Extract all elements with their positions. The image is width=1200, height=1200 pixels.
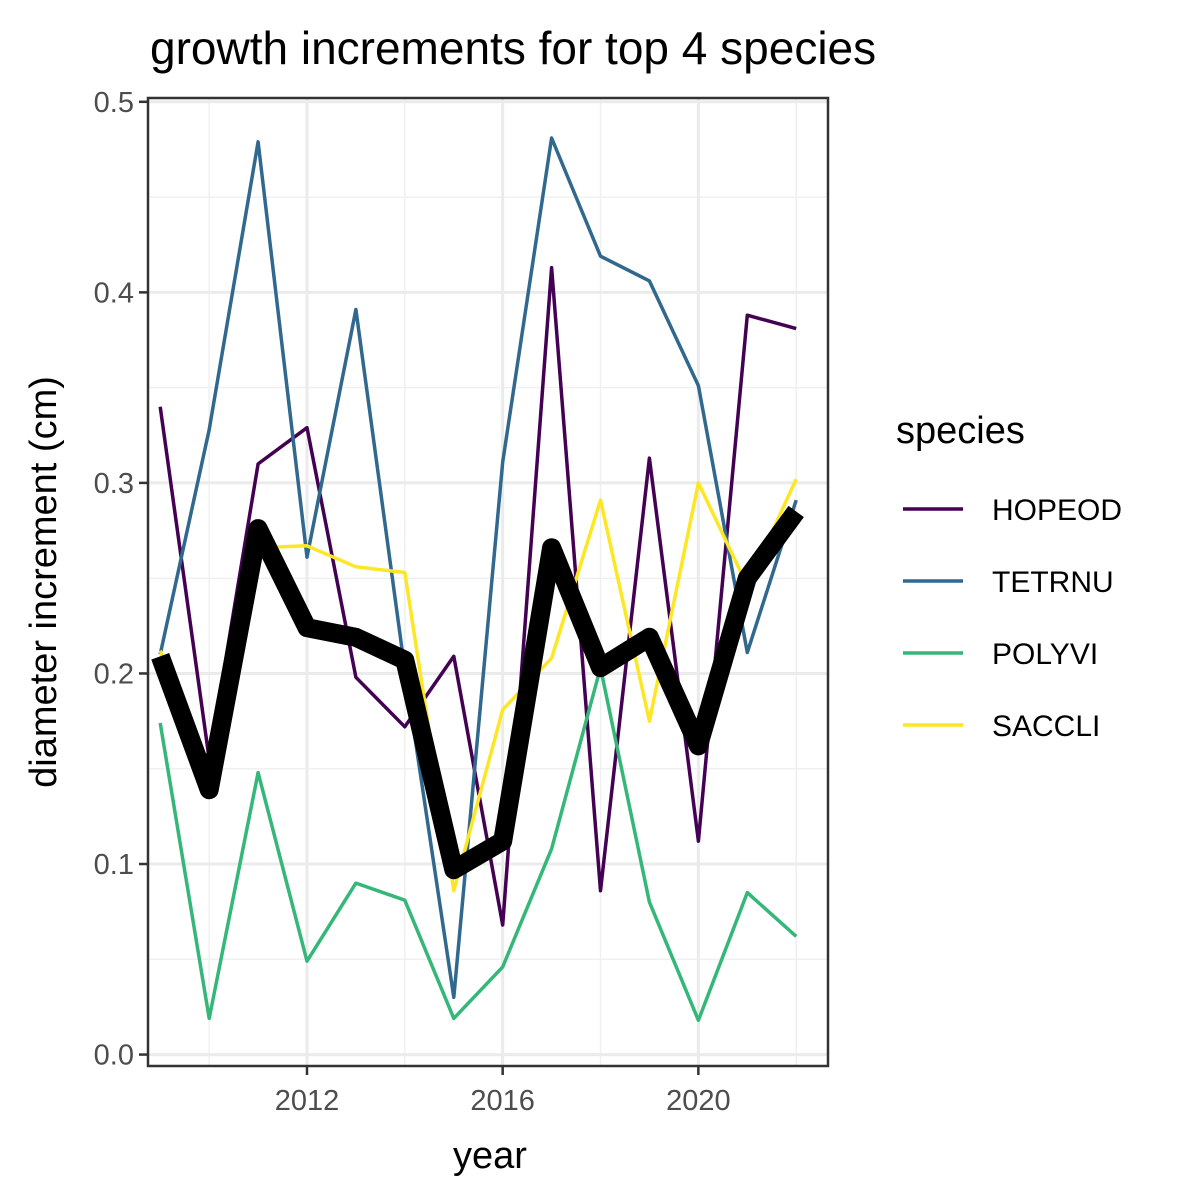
y-axis: 0.0 0.1 0.2 0.3 0.4 0.5 xyxy=(94,87,148,1072)
y-axis-title: diameter increment (cm) xyxy=(23,376,65,788)
chart-title: growth increments for top 4 species xyxy=(150,22,876,74)
legend-label-hopeod: HOPEOD xyxy=(992,494,1122,527)
x-tick-label: 2012 xyxy=(275,1085,340,1117)
plot-panel xyxy=(146,96,830,1068)
series-line-tetrnu xyxy=(158,136,798,1000)
series-line-hopeod xyxy=(158,265,797,927)
legend-title: species xyxy=(896,410,1025,452)
y-tick-label: 0.2 xyxy=(94,658,134,690)
legend-label-polyvi: POLYVI xyxy=(992,638,1098,671)
y-tick-label: 0.5 xyxy=(94,87,134,119)
mean-line xyxy=(151,505,804,880)
series-line-polyvi xyxy=(158,665,798,1023)
x-axis-title: year xyxy=(453,1135,527,1177)
legend-label-tetrnu: TETRNU xyxy=(992,566,1114,599)
panel-border xyxy=(146,96,830,1068)
legend: species HOPEOD TETRNU POLYVI SACCLI xyxy=(896,410,1122,743)
x-tick-label: 2020 xyxy=(666,1085,731,1117)
y-tick-label: 0.1 xyxy=(94,849,134,881)
legend-label-saccli: SACCLI xyxy=(992,710,1100,743)
y-tick-label: 0.3 xyxy=(94,468,134,500)
x-axis: 2012 2016 2020 xyxy=(275,1066,731,1117)
x-tick-label: 2016 xyxy=(470,1085,535,1117)
panel-background xyxy=(148,98,828,1066)
y-tick-label: 0.0 xyxy=(94,1040,134,1072)
y-tick-label: 0.4 xyxy=(94,277,134,309)
